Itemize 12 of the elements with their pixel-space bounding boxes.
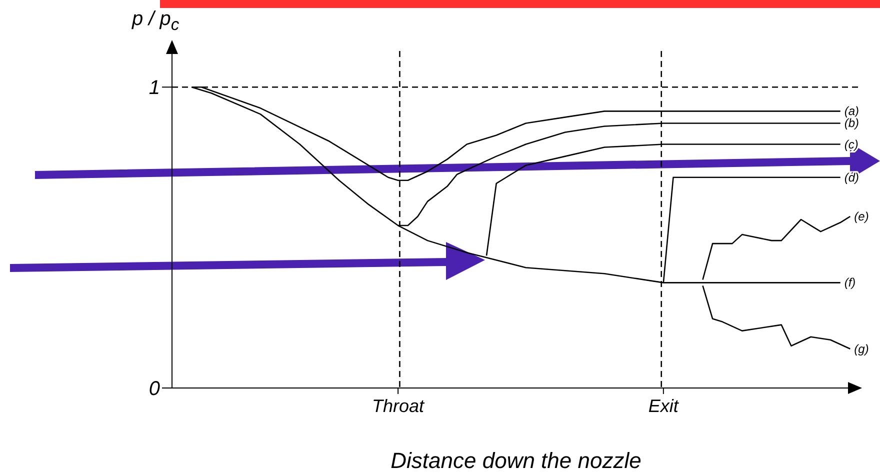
series-label: (a) <box>844 104 860 118</box>
series-label: (e) <box>854 209 869 224</box>
y-tick-label: 0 <box>148 378 160 400</box>
x-tick-label: Throat <box>372 396 426 416</box>
series-label: (f) <box>844 276 856 290</box>
x-tick-label: Exit <box>648 396 680 416</box>
x-axis-title: Distance down the nozzle <box>390 448 642 473</box>
series-label: (d) <box>844 170 860 184</box>
y-axis-title: p / p$_{c}$ <box>132 8 180 35</box>
y-tick-label: 1 <box>148 77 160 100</box>
series-label: (b) <box>844 116 860 130</box>
series-label: (g) <box>854 342 869 356</box>
